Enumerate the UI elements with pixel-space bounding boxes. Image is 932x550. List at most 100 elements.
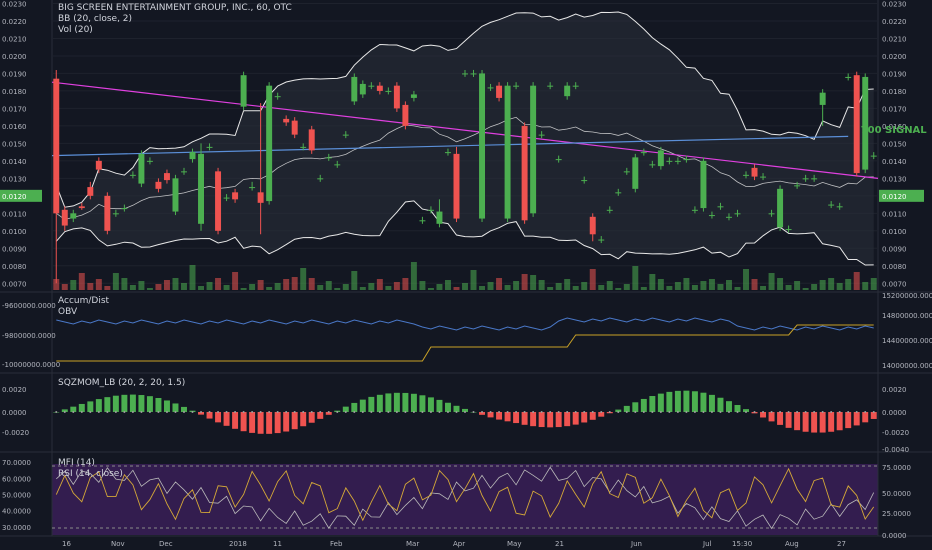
time-axis-label: Jul bbox=[702, 540, 712, 548]
sqz-zero-dot bbox=[378, 411, 381, 413]
candle-body bbox=[95, 160, 102, 170]
sqz-zero-dot bbox=[165, 411, 168, 413]
sqz-histogram-bar bbox=[206, 412, 213, 419]
volume-bar bbox=[836, 283, 843, 290]
candle-body bbox=[623, 171, 630, 173]
candle-body bbox=[794, 185, 801, 187]
sqz-zero-dot bbox=[472, 411, 475, 413]
sqz-histogram-bar bbox=[368, 396, 375, 412]
candle-body bbox=[189, 152, 196, 160]
candle-body bbox=[104, 195, 111, 231]
sqz-zero-dot bbox=[353, 411, 356, 413]
sqz-histogram-bar bbox=[453, 405, 460, 412]
sqz-histogram-bar bbox=[385, 393, 392, 412]
candle-body bbox=[555, 159, 562, 161]
sqz-histogram-bar bbox=[589, 412, 596, 420]
candle-body bbox=[138, 153, 145, 184]
sqz-histogram-bar bbox=[521, 412, 528, 425]
sqz-histogram-bar bbox=[649, 396, 656, 412]
sqz-tick-left: 0.0020 bbox=[2, 386, 27, 394]
price-tick-label-right: 0.0070 bbox=[882, 280, 907, 288]
sqz-histogram-bar bbox=[112, 395, 119, 412]
sqz-zero-dot bbox=[693, 411, 696, 413]
sqz-zero-dot bbox=[481, 411, 484, 413]
sqz-zero-dot bbox=[285, 411, 288, 413]
candle-body bbox=[743, 174, 749, 176]
sqz-histogram-bar bbox=[155, 397, 162, 412]
volume-bar bbox=[95, 279, 102, 290]
candle-body bbox=[274, 96, 281, 98]
time-axis-label: 16 bbox=[62, 540, 71, 548]
sqz-zero-dot bbox=[736, 411, 739, 413]
price-tick-label-left: 0.0130 bbox=[2, 175, 27, 183]
candle-body bbox=[862, 76, 869, 170]
bb-label: BB (20, close, 2) bbox=[58, 14, 133, 24]
price-tick-label-right: 0.0080 bbox=[882, 263, 907, 271]
volume-bar bbox=[308, 278, 315, 290]
volume-bar bbox=[163, 280, 170, 290]
time-axis-label: 2018 bbox=[229, 540, 247, 548]
volume-bar bbox=[521, 274, 528, 290]
sqz-zero-dot bbox=[148, 411, 151, 413]
volume-bar bbox=[61, 284, 68, 290]
candle-body bbox=[402, 104, 409, 126]
sqz-zero-dot bbox=[387, 411, 390, 413]
volume-bar bbox=[232, 272, 239, 290]
time-axis-label: 11 bbox=[273, 540, 282, 548]
volume-bar bbox=[717, 284, 724, 290]
candle-body bbox=[317, 178, 324, 180]
sqz-histogram-bar bbox=[427, 397, 434, 412]
candle-body bbox=[836, 206, 843, 208]
sqz-zero-dot bbox=[549, 411, 552, 413]
volume-bar bbox=[189, 265, 196, 290]
sqz-histogram-bar bbox=[376, 394, 383, 412]
sqz-histogram-bar bbox=[215, 412, 222, 423]
sqz-zero-dot bbox=[361, 411, 364, 413]
sqz-zero-dot bbox=[455, 411, 458, 413]
time-axis-label: Jun bbox=[630, 540, 642, 548]
sqz-zero-dot bbox=[319, 411, 322, 413]
sqz-histogram-bar bbox=[640, 398, 647, 412]
volume-bar bbox=[462, 283, 468, 290]
volume-bar bbox=[649, 274, 656, 290]
sqz-histogram-bar bbox=[853, 412, 860, 426]
volume-bar bbox=[811, 284, 818, 290]
sqz-histogram-bar bbox=[768, 412, 775, 422]
sqz-zero-dot bbox=[157, 411, 160, 413]
sqz-histogram-bar bbox=[172, 403, 179, 412]
volume-bar bbox=[564, 279, 571, 290]
volume-bar bbox=[291, 277, 298, 290]
candle-body bbox=[78, 206, 85, 209]
sqz-histogram-bar bbox=[836, 412, 843, 431]
sqz-histogram-bar bbox=[419, 395, 426, 412]
sqz-histogram-bar bbox=[870, 412, 877, 419]
candle-body bbox=[768, 213, 775, 215]
candle-body bbox=[368, 85, 375, 87]
sqz-histogram-bar bbox=[138, 395, 145, 412]
bb-lower-line bbox=[55, 200, 874, 266]
time-axis-label: Mar bbox=[406, 540, 419, 548]
price-tick-label-left: 0.0150 bbox=[2, 140, 27, 148]
volume-bar bbox=[623, 284, 630, 290]
sqz-histogram-bar bbox=[325, 412, 332, 415]
price-tick-label-right: 0.0170 bbox=[882, 105, 907, 113]
sqz-histogram-bar bbox=[163, 400, 170, 412]
candle-body bbox=[410, 94, 417, 98]
volume-bar bbox=[743, 269, 749, 290]
sqz-histogram-bar bbox=[300, 412, 307, 427]
sqz-histogram-bar bbox=[240, 412, 247, 432]
sqz-zero-dot bbox=[464, 411, 466, 413]
price-tick-label-left: 0.0190 bbox=[2, 70, 27, 78]
volume-bar bbox=[70, 280, 77, 290]
volume-bar bbox=[700, 281, 707, 290]
sqz-histogram-bar bbox=[257, 412, 264, 434]
volume-bar bbox=[325, 281, 332, 290]
candle-body bbox=[674, 160, 681, 162]
sqz-zero-dot bbox=[123, 411, 126, 413]
candle-body bbox=[649, 164, 656, 166]
sqz-zero-dot bbox=[208, 411, 211, 413]
candle-body bbox=[700, 160, 707, 209]
volume-bar bbox=[513, 281, 520, 290]
candle-body bbox=[572, 85, 579, 87]
